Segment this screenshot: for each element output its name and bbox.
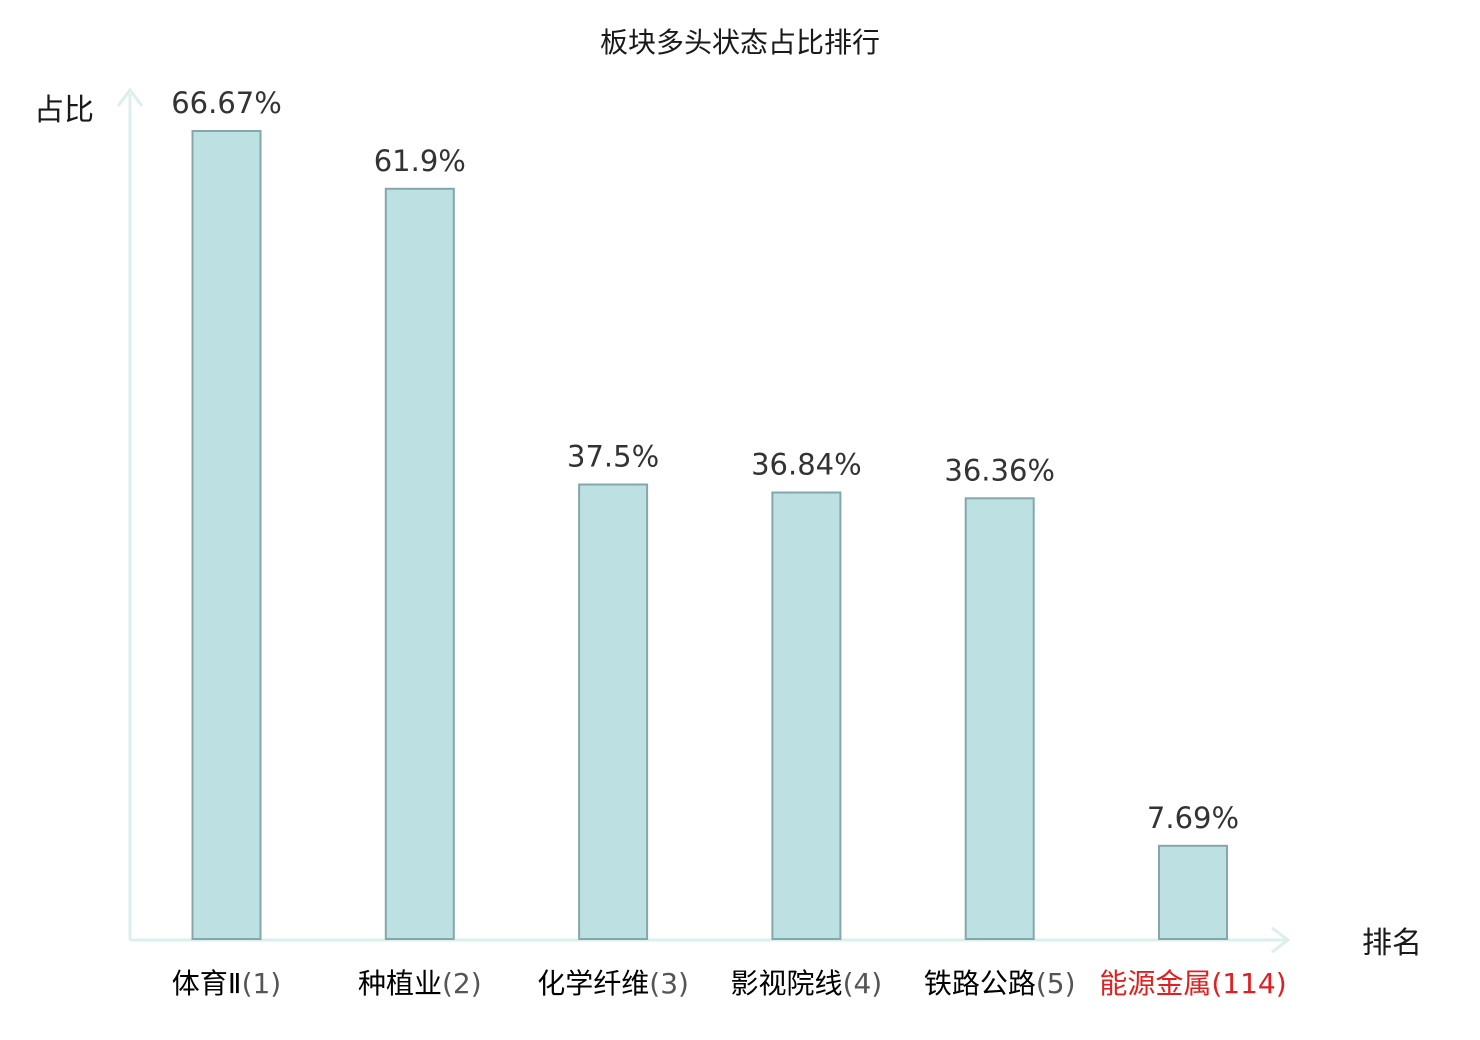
- bar-1: [191, 130, 262, 940]
- category-labels: 体育Ⅱ(1) 种植业(2) 化学纤维(3) 影视院线(4) 铁路公路(5) 能源金属(11…: [172, 967, 1287, 1000]
- x-axis-label: 排名: [1362, 926, 1422, 961]
- category-name-2: 种植业: [358, 967, 442, 1000]
- y-axis-label: 占比: [34, 93, 94, 128]
- bars: [191, 130, 1228, 941]
- value-label-3: 37.5%: [567, 440, 659, 474]
- category-label-2: 种植业(2): [358, 967, 482, 1000]
- y-axis: [116, 87, 144, 940]
- category-rank-3: (3): [649, 967, 689, 1000]
- value-label-4: 36.84%: [751, 448, 862, 482]
- category-name-4: 影视院线: [731, 967, 843, 1000]
- category-name-1: 体育Ⅱ: [172, 967, 242, 1000]
- value-label-2: 61.9%: [374, 144, 466, 178]
- category-label-3: 化学纤维(3): [537, 967, 689, 1000]
- bar-3: [578, 483, 649, 940]
- category-label-1: 体育Ⅱ(1): [172, 967, 281, 1000]
- value-label-5: 36.36%: [944, 453, 1055, 487]
- category-rank-2: (2): [442, 967, 482, 1000]
- category-name-6: 能源金属: [1099, 967, 1211, 1000]
- category-rank-4: (4): [843, 967, 883, 1000]
- bar-4: [771, 491, 842, 940]
- category-rank-5: (5): [1036, 967, 1076, 1000]
- bar-6: [1158, 844, 1228, 940]
- value-label-6: 7.69%: [1147, 801, 1239, 835]
- category-rank-1: (1): [242, 967, 282, 1000]
- value-labels: 66.67% 61.9% 37.5% 36.84% 36.36% 7.69%: [171, 86, 1239, 835]
- category-label-5: 铁路公路(5): [924, 967, 1076, 1000]
- x-axis: [130, 926, 1291, 954]
- category-label-6: 能源金属(114): [1099, 967, 1286, 1000]
- category-label-4: 影视院线(4): [731, 967, 883, 1000]
- chart-title: 板块多头状态占比排行: [600, 26, 880, 59]
- bar-5: [964, 497, 1035, 940]
- category-name-5: 铁路公路: [924, 967, 1036, 1000]
- category-name-3: 化学纤维: [537, 967, 649, 1000]
- category-rank-6: (114): [1211, 967, 1286, 1000]
- bar-2: [384, 187, 455, 941]
- value-label-1: 66.67%: [171, 86, 282, 120]
